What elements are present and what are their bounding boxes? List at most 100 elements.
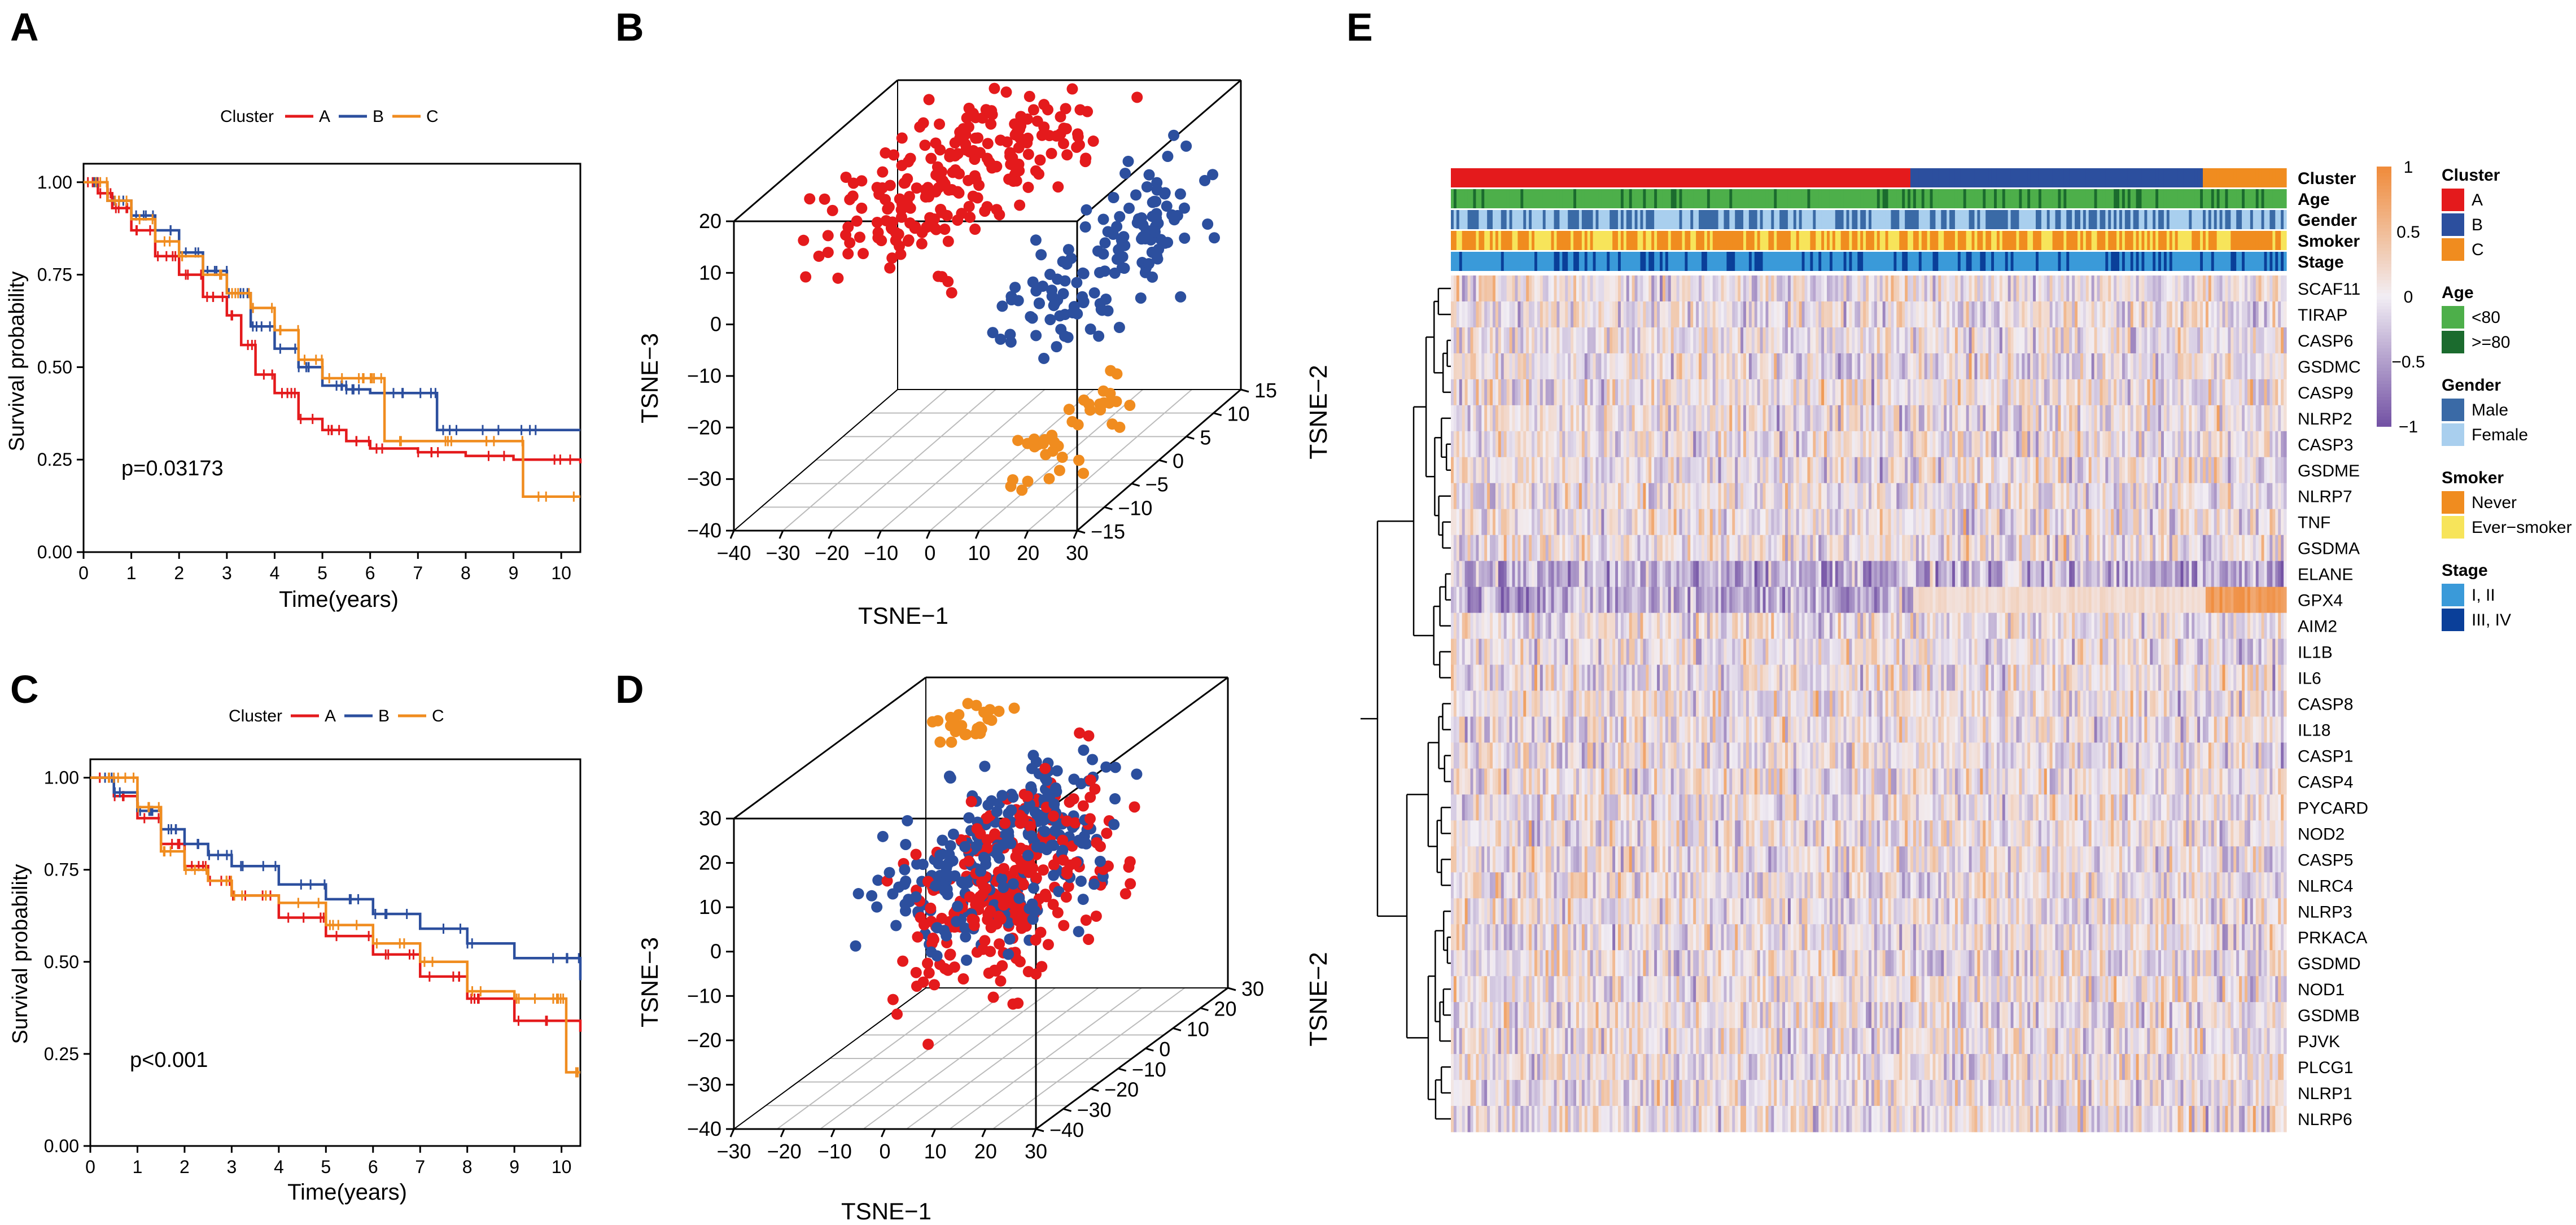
annotation-cell-cluster [1699,168,1702,187]
heatmap-cell [1760,275,1764,302]
annotation-cell-gender [1765,210,1769,229]
annotation-cell-gender [1871,210,1875,229]
annotation-cell-stage [2141,252,2145,271]
heatmap-cell [1724,405,1727,432]
heatmap-cell [1768,405,1772,432]
heatmap-cell [2133,327,2137,354]
point-cluster-b [1037,281,1049,292]
heatmap-cell [2005,353,2009,380]
heatmap-cell [1724,379,1727,406]
heatmap-cell [1718,405,1722,432]
heatmap-cell [1857,353,1861,380]
point-cluster-b [1077,894,1089,905]
annotation-cell-age [2122,189,2125,208]
heatmap-cells [1451,275,2287,1132]
annotation-cell-cluster [1840,168,1844,187]
heatmap-cell [1470,431,1474,458]
heatmap-cell [2208,275,2212,302]
heatmap-cell [1824,275,1827,302]
point-cluster-a [952,214,964,226]
annotation-cell-cluster [2177,168,2181,187]
annotation-cell-smoker [1790,231,1794,250]
heatmap-cell [1949,301,1953,328]
heatmap-cell [2231,353,2234,380]
heatmap-cell [2114,405,2117,432]
annotation-cell-stage [1626,252,1630,271]
heatmap-cell [1490,431,1493,458]
heatmap-cell [1985,301,1989,328]
annotation-cell-cluster [1718,168,1722,187]
annotation-cell-gender [1704,210,1708,229]
heatmap-cell [1732,405,1735,432]
annotation-cell-age [2049,189,2053,208]
annotation-cell-stage [1487,252,1490,271]
point-cluster-b [1078,268,1090,279]
point-cluster-a [1077,800,1089,812]
heatmap-cell [1726,275,1730,302]
point-cluster-a [917,976,929,988]
annotation-cell-age [1556,189,1560,208]
point-cluster-a [896,132,908,144]
heatmap-cell [2197,275,2201,302]
heatmap-cell [1960,353,1964,380]
annotation-cell-stage [1704,252,1708,271]
heatmap-cell [2100,301,2103,328]
z-tick-label: −40 [687,519,721,542]
heatmap-cell [1584,301,1588,328]
annotation-cell-cluster [2046,168,2050,187]
heatmap-cell [1869,379,1872,406]
heatmap-cell [1540,431,1543,458]
heatmap-cell [1732,301,1735,328]
heatmap-cell [2200,301,2203,328]
annotation-cell-age [2114,189,2117,208]
heatmap-cell [2141,353,2145,380]
heatmap-cell [1793,275,1797,302]
heatmap-cell [2261,379,2265,406]
point-cluster-b [1141,181,1153,193]
annotation-cell-age [2216,189,2220,208]
annotation-cell-age [1490,189,1493,208]
annotation-cell-cluster [1729,168,1733,187]
point-cluster-b [931,922,943,934]
heatmap-cell [1556,353,1560,380]
annotation-cell-smoker [1893,231,1897,250]
heatmap-cell [2069,327,2072,354]
annotation-cell-smoker [1787,231,1791,250]
heatmap-cell [2231,301,2234,328]
annotation-cell-cluster [1738,168,1741,187]
heatmap-cell [1787,353,1791,380]
annotation-cell-stage [1857,252,1861,271]
heatmap-cell [1685,431,1688,458]
heatmap-cell [1930,275,1934,302]
annotation-cell-smoker [1782,231,1786,250]
point-cluster-b [1113,322,1125,334]
point-cluster-a [960,129,972,141]
heatmap-cell [1506,275,1510,302]
heatmap-cell [1840,353,1844,380]
annotation-cell-cluster [1915,168,1919,187]
heatmap-cell [1593,353,1597,380]
heatmap-cell [1690,431,1694,458]
heatmap-cell [1534,275,1538,302]
heatmap-cell [1704,405,1708,432]
annotation-cell-age [1835,189,1839,208]
annotation-cell-age [1640,189,1643,208]
heatmap-cell [1651,353,1655,380]
annotation-cell-smoker [1646,231,1649,250]
heatmap-cell [1668,405,1672,432]
point-cluster-b [1088,878,1100,890]
annotation-cell-smoker [1556,231,1560,250]
heatmap-cell [1974,379,1978,406]
heatmap-cell [2022,327,2025,354]
scatter3d-d-box: −30 −20 −10 0 10 20 30−40−30−20−100102030−40−3… [687,676,1264,1163]
annotation-cell-gender [1660,210,1663,229]
heatmap-cell [2122,301,2125,328]
heatmap-cell [1996,353,2000,380]
annotation-cell-smoker [1816,231,1819,250]
point-cluster-a [847,177,859,189]
point-cluster-c [934,736,946,748]
annotation-cell-gender [2088,210,2092,229]
annotation-cell-gender [2133,210,2137,229]
heatmap-cell [2183,379,2186,406]
annotation-cell-age [1838,189,1842,208]
